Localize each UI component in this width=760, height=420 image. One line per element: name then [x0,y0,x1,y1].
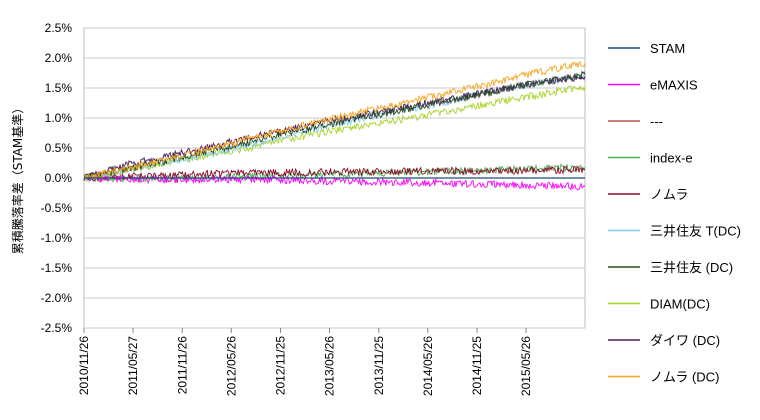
series-line-3 [83,163,586,184]
legend-label: ダイワ (DC) [650,333,720,348]
legend-label: --- [650,114,663,129]
y-tick-label: 0.0% [45,171,73,185]
x-axis-ticks: 2010/11/26 2011/05/27 2011/11/26 2012/05/26… [77,328,533,396]
legend-label: 三井住友 (DC) [650,260,733,275]
y-tick-label: -2.0% [41,291,73,305]
x-tick-label: 2011/11/26 [175,336,189,395]
series-line-1 [83,173,586,191]
x-tick-label: 2014/05/26 [421,336,435,396]
x-tick-label: 2014/11/25 [470,336,484,395]
y-tick-label: -0.5% [41,201,73,215]
y-tick-label: 1.0% [45,111,73,125]
x-tick-label: 2011/05/27 [126,336,140,395]
series-line-9 [83,61,586,181]
legend-label: 三井住友 T(DC) [650,224,741,239]
x-tick-label: 2013/05/26 [323,336,337,396]
legend-label: index-e [650,151,693,166]
grid [83,27,586,329]
y-tick-label: 1.5% [45,81,73,95]
y-tick-label: 0.5% [45,141,73,155]
x-tick-label: 2013/11/25 [372,336,386,395]
legend-label: eMAXIS [650,78,698,93]
y-tick-label: -1.5% [41,261,73,275]
legend-label: DIAM(DC) [650,297,710,312]
series-lines [83,61,586,191]
x-tick-label: 2012/05/26 [224,336,238,396]
x-tick-label: 2015/05/26 [519,336,533,396]
x-tick-label: 2010/11/26 [77,336,91,395]
series-line-7 [83,85,586,182]
legend-label: STAM [650,41,685,56]
y-axis-ticks: 2.5% 2.0% 1.5% 1.0% 0.5% 0.0% -0.5% -1.0% -1.5% -… [41,21,73,335]
y-tick-label: -1.0% [41,231,73,245]
y-tick-label: -2.5% [41,321,73,335]
legend-label: ノムラ (DC) [650,370,719,385]
y-tick-label: 2.5% [45,21,73,35]
legend-label: ノムラ [650,187,688,202]
x-tick-label: 2012/11/25 [274,336,288,395]
y-axis-label: 累積騰落率差（STAM基準） [10,102,25,255]
y-tick-label: 2.0% [45,51,73,65]
